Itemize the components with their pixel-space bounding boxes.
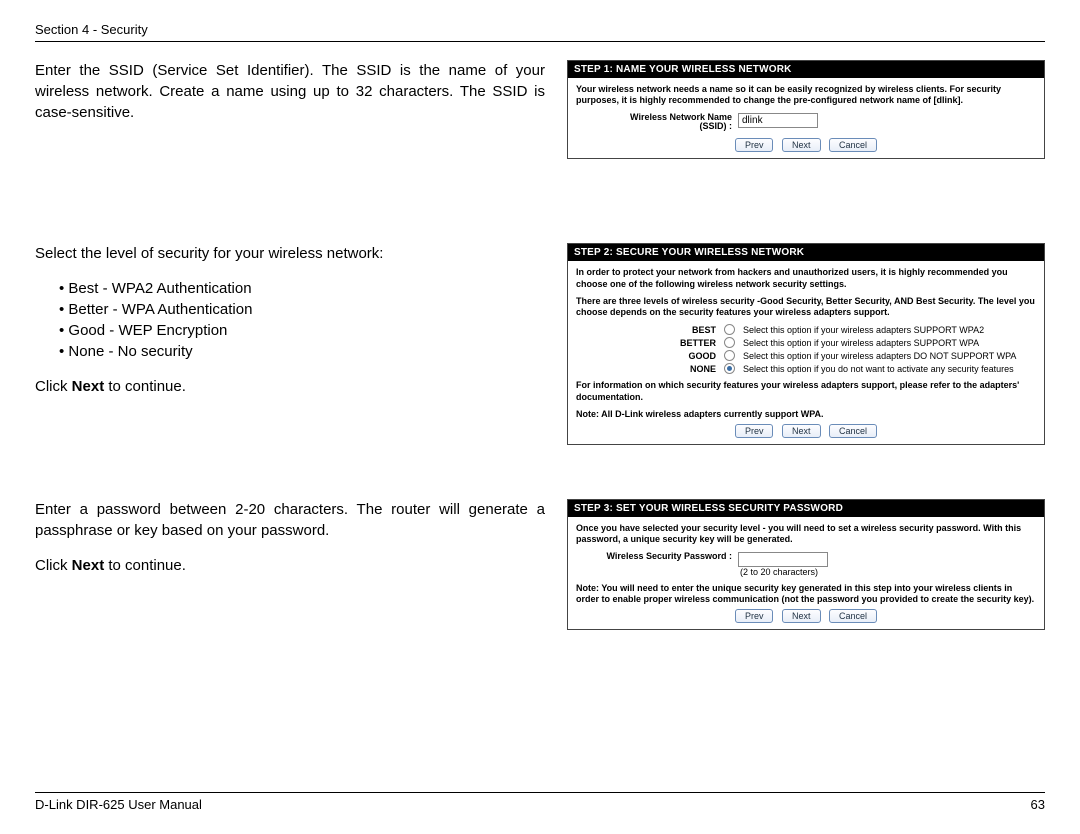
panel-step2-desc2: There are three levels of wireless secur… (576, 296, 1036, 319)
radio-desc-best: Select this option if your wireless adap… (743, 325, 1036, 335)
panel-step2-note2: Note: All D-Link wireless adapters curre… (576, 409, 1036, 420)
prev-button[interactable]: Prev (735, 138, 774, 152)
password-input[interactable] (738, 552, 828, 567)
panel-step1-title: STEP 1: NAME YOUR WIRELESS NETWORK (568, 61, 1044, 78)
security-bullet-list: Best - WPA2 Authentication Better - WPA … (35, 278, 545, 362)
password-label: Wireless Security Password : (582, 552, 732, 562)
radio-icon[interactable] (724, 324, 735, 335)
bullet-none: None - No security (59, 341, 545, 362)
radio-icon[interactable] (724, 363, 735, 374)
panel-step1-desc: Your wireless network needs a name so it… (576, 84, 1036, 107)
page-footer: D-Link DIR-625 User Manual 63 (35, 792, 1045, 812)
cancel-button[interactable]: Cancel (829, 609, 877, 623)
bullet-better: Better - WPA Authentication (59, 299, 545, 320)
prev-button[interactable]: Prev (735, 424, 774, 438)
security-intro: Select the level of security for your wi… (35, 243, 545, 264)
radio-label-best: BEST (676, 325, 716, 335)
section-label: Section 4 - Security (35, 22, 148, 37)
ssid-form-row: Wireless Network Name (SSID) : (612, 113, 1036, 133)
page-header: Section 4 - Security (35, 22, 1045, 42)
cancel-button[interactable]: Cancel (829, 424, 877, 438)
block-security-level: Select the level of security for your wi… (35, 243, 1045, 449)
radio-row-better[interactable]: BETTER Select this option if your wirele… (676, 337, 1036, 348)
password-paragraph: Enter a password between 2-20 characters… (35, 499, 545, 541)
next-button[interactable]: Next (782, 138, 821, 152)
radio-label-better: BETTER (676, 338, 716, 348)
radio-desc-none: Select this option if you do not want to… (743, 364, 1036, 374)
panel-step2-title: STEP 2: SECURE YOUR WIRELESS NETWORK (568, 244, 1044, 261)
ssid-paragraph: Enter the SSID (Service Set Identifier).… (35, 60, 545, 123)
ssid-label: Wireless Network Name (SSID) : (612, 113, 732, 133)
block-password: Enter a password between 2-20 characters… (35, 499, 1045, 634)
panel-step2-desc1: In order to protect your network from ha… (576, 267, 1036, 290)
click-next-line-2: Click Next to continue. (35, 555, 545, 576)
password-form-row: Wireless Security Password : (2 to 20 ch… (582, 552, 1036, 577)
radio-desc-good: Select this option if your wireless adap… (743, 351, 1036, 361)
cancel-button[interactable]: Cancel (829, 138, 877, 152)
panel-step2: STEP 2: SECURE YOUR WIRELESS NETWORK In … (567, 243, 1045, 445)
footer-page: 63 (1031, 797, 1045, 812)
prev-button[interactable]: Prev (735, 609, 774, 623)
panel-step3-note: Note: You will need to enter the unique … (576, 583, 1036, 606)
radio-row-good[interactable]: GOOD Select this option if your wireless… (676, 350, 1036, 361)
radio-row-best[interactable]: BEST Select this option if your wireless… (676, 324, 1036, 335)
block-ssid: Enter the SSID (Service Set Identifier).… (35, 60, 1045, 163)
radio-icon[interactable] (724, 350, 735, 361)
panel-step1: STEP 1: NAME YOUR WIRELESS NETWORK Your … (567, 60, 1045, 159)
radio-row-none[interactable]: NONE Select this option if you do not wa… (676, 363, 1036, 374)
click-next-line: Click Next to continue. (35, 376, 545, 397)
next-button[interactable]: Next (782, 609, 821, 623)
bullet-best: Best - WPA2 Authentication (59, 278, 545, 299)
next-button[interactable]: Next (782, 424, 821, 438)
password-hint: (2 to 20 characters) (740, 567, 818, 577)
panel-step3: STEP 3: SET YOUR WIRELESS SECURITY PASSW… (567, 499, 1045, 630)
ssid-input[interactable] (738, 113, 818, 128)
radio-desc-better: Select this option if your wireless adap… (743, 338, 1036, 348)
bullet-good: Good - WEP Encryption (59, 320, 545, 341)
radio-label-good: GOOD (676, 351, 716, 361)
footer-manual: D-Link DIR-625 User Manual (35, 797, 202, 812)
panel-step3-title: STEP 3: SET YOUR WIRELESS SECURITY PASSW… (568, 500, 1044, 517)
radio-icon[interactable] (724, 337, 735, 348)
panel-step3-desc: Once you have selected your security lev… (576, 523, 1036, 546)
panel-step2-note1: For information on which security featur… (576, 380, 1036, 403)
radio-label-none: NONE (676, 364, 716, 374)
